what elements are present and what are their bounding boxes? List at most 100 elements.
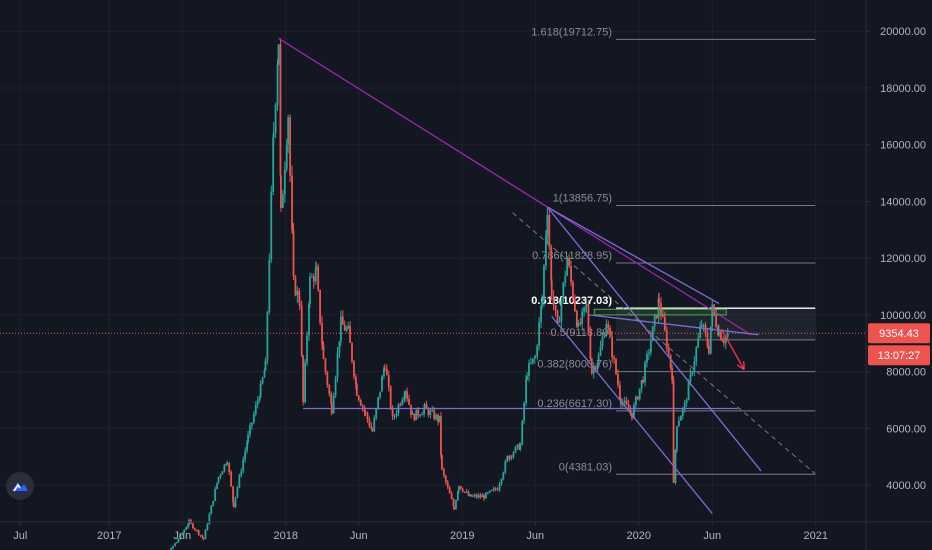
trendline[interactable] <box>588 314 759 336</box>
candle-body <box>256 400 259 405</box>
candle-body <box>506 456 509 460</box>
candle-body <box>300 305 303 356</box>
candle-body <box>640 380 643 389</box>
candle-body <box>700 325 703 327</box>
candle-body <box>667 348 670 355</box>
candle-body <box>603 336 606 338</box>
candle-body <box>381 376 383 392</box>
candle-body <box>546 214 549 237</box>
candle-body <box>611 336 614 358</box>
candle-body <box>259 383 262 397</box>
candle-body <box>276 64 279 105</box>
candle-body <box>538 322 541 346</box>
candle-body <box>322 344 325 359</box>
candle-body <box>516 444 519 447</box>
candle-body <box>526 376 528 380</box>
candle-body <box>689 373 692 382</box>
candle-body <box>238 475 241 488</box>
candle-body <box>236 487 239 497</box>
candle-body <box>724 336 727 344</box>
candle-body <box>187 524 189 528</box>
candle-body <box>562 282 565 302</box>
candle-body <box>662 315 664 317</box>
price-tick-label: 20000.00 <box>880 26 926 38</box>
candle-body <box>379 391 381 398</box>
time-axis[interactable]: Jul 2017 Jun 2018 Jun 2019 Jun 2020 Jun 2021 <box>13 522 828 542</box>
candle-body <box>514 446 517 453</box>
candle-body <box>438 415 440 422</box>
candle-body <box>306 335 308 363</box>
resistance-box[interactable] <box>593 308 727 316</box>
candle-body <box>615 359 617 374</box>
candle-body <box>459 486 462 490</box>
candle-body <box>433 410 436 420</box>
candle-body <box>172 546 175 549</box>
candle-body <box>461 489 464 492</box>
candle-body <box>415 409 418 421</box>
candle-body <box>518 444 521 450</box>
candle-body <box>685 400 688 403</box>
candle-body <box>232 486 234 503</box>
candle-body <box>564 275 567 283</box>
candle-body <box>531 358 534 363</box>
candle-body <box>726 333 729 337</box>
trendline[interactable] <box>547 206 720 305</box>
candle-body <box>536 345 539 357</box>
candle-body <box>528 363 530 377</box>
candle-body <box>228 463 231 473</box>
candle-body <box>368 419 371 427</box>
candle-body <box>597 355 600 363</box>
candle-body <box>179 534 182 540</box>
candle-body <box>718 331 720 336</box>
candle-body <box>403 396 406 401</box>
candle-body <box>385 368 388 376</box>
candle-body <box>607 323 610 329</box>
candle-body <box>221 471 224 475</box>
candle-body <box>556 310 559 323</box>
candle-body <box>448 487 451 494</box>
candle-body <box>683 402 686 409</box>
candle-body <box>309 276 311 304</box>
candle-body <box>579 322 582 325</box>
candle-body <box>177 539 180 542</box>
candle-body <box>486 492 489 494</box>
projection-arrow[interactable] <box>720 328 743 369</box>
candle-body <box>523 403 526 421</box>
price-axis[interactable]: 20000.00 18000.00 16000.00 14000.00 12000.00… <box>866 26 926 492</box>
candle-body <box>373 418 376 432</box>
time-tick-label: Jun <box>703 530 721 542</box>
candle-body <box>693 361 696 372</box>
candle-body <box>552 297 555 305</box>
candle-body <box>465 491 468 493</box>
dashed-trendline[interactable] <box>512 212 816 475</box>
candle-body <box>361 405 364 408</box>
candle-body <box>324 358 327 373</box>
candle-body <box>240 471 243 476</box>
candle-body <box>399 404 402 406</box>
candle-body <box>317 266 320 290</box>
drawings[interactable] <box>278 37 816 514</box>
candle-body <box>599 346 602 356</box>
candle-body <box>577 322 580 327</box>
candle-body <box>326 372 329 386</box>
candle-body <box>548 214 551 247</box>
candle-body <box>642 380 644 383</box>
trendline[interactable] <box>278 37 752 336</box>
candle-body <box>638 388 641 400</box>
candle-body <box>583 307 586 312</box>
trendline[interactable] <box>551 315 713 514</box>
candle-body <box>471 495 474 497</box>
candle-body <box>676 426 678 450</box>
trendline[interactable] <box>546 206 762 472</box>
fib-level-label: 0.786(11828.95) <box>532 250 612 262</box>
candle-body <box>627 404 630 410</box>
candle-body <box>541 300 543 307</box>
candle-body <box>230 472 233 487</box>
candle-body <box>208 514 211 525</box>
candle-body <box>490 489 493 491</box>
tradingview-logo-icon[interactable] <box>6 472 34 500</box>
candle-body <box>709 326 712 354</box>
candle-body <box>446 482 449 488</box>
fib-level-label: 1(13856.75) <box>553 192 612 204</box>
